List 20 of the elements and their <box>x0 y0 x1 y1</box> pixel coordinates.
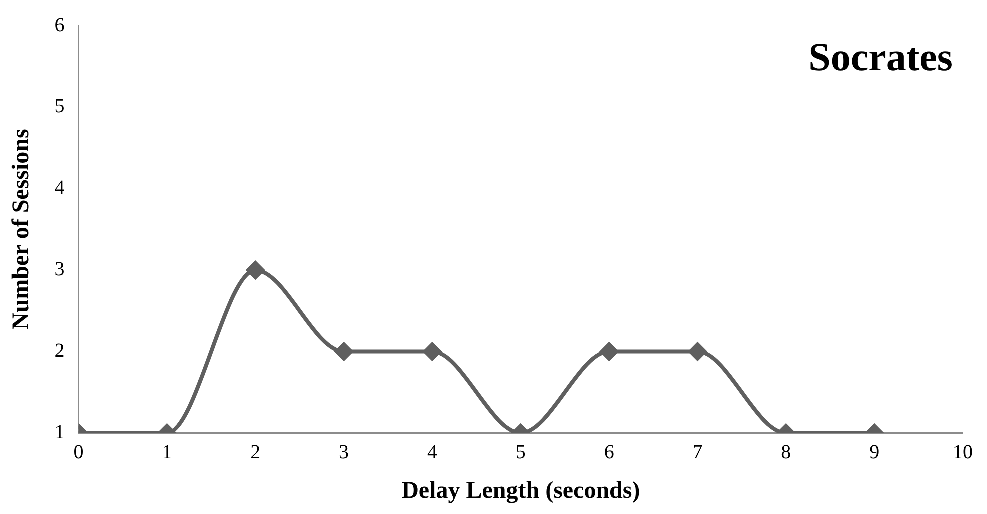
x-tick-label: 7 <box>692 441 703 464</box>
y-tick-label: 5 <box>54 96 65 118</box>
y-tick-label: 3 <box>54 258 65 281</box>
x-tick-label: 6 <box>604 441 614 464</box>
y-tick-label: 2 <box>54 340 65 362</box>
x-tick-label: 10 <box>953 441 973 464</box>
x-tick-label: 5 <box>516 441 526 464</box>
x-tick-label: 1 <box>162 441 172 464</box>
x-tick-label: 9 <box>870 441 880 464</box>
x-axis-title: Delay Length (seconds) <box>402 478 640 504</box>
x-tick-label: 0 <box>74 441 84 464</box>
x-tick-label: 2 <box>250 441 261 464</box>
x-tick-label: 8 <box>781 441 792 464</box>
y-axis-title: Number of Sessions <box>8 129 35 330</box>
chart-title: Socrates <box>808 34 953 80</box>
x-tick-label: 3 <box>339 441 350 464</box>
y-tick-label: 4 <box>54 177 65 200</box>
y-tick-label: 1 <box>54 421 65 444</box>
x-tick-label: 4 <box>427 441 438 464</box>
y-tick-label: 6 <box>54 14 65 36</box>
